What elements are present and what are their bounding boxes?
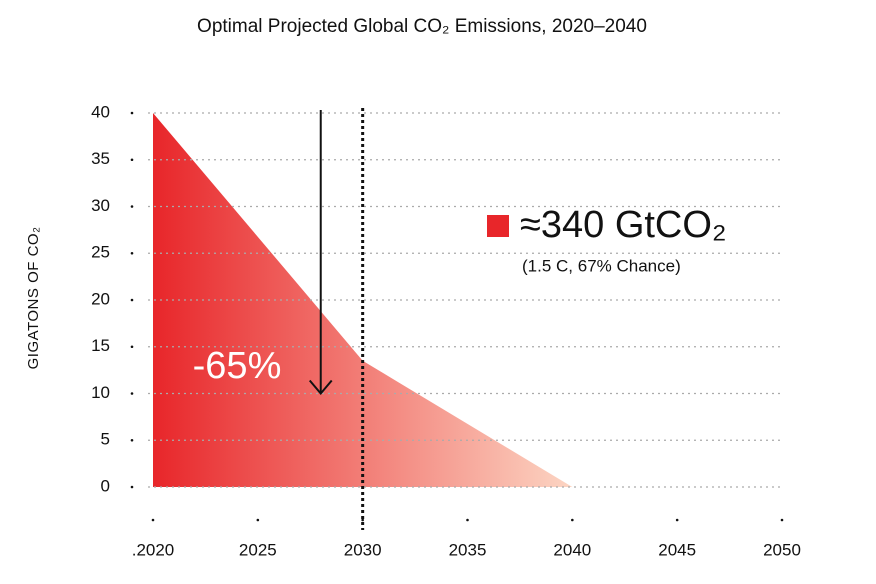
- y-tick-mark: [130, 205, 134, 208]
- y-tick-mark: [130, 438, 134, 442]
- x-tick-mark: [361, 518, 364, 522]
- y-tick-label: 10: [91, 383, 110, 402]
- legend-label: ≈340 GtCO₂: [520, 204, 727, 246]
- x-tick-mark: [675, 518, 679, 522]
- y-axis-label: GIGATONS OF CO₂: [25, 227, 42, 370]
- x-tick-label: .2020: [132, 540, 175, 559]
- y-tick-label: 30: [91, 196, 110, 215]
- y-tick-label: 5: [101, 430, 110, 449]
- x-tick-label: 2035: [449, 540, 487, 559]
- y-tick-label: 35: [91, 149, 110, 168]
- x-tick-label: 2045: [658, 540, 696, 559]
- x-tick-label: 2040: [553, 540, 591, 559]
- y-tick-label: 15: [91, 336, 110, 355]
- arrow-head: [308, 379, 333, 396]
- chart-title: Optimal Projected Global CO₂ Emissions, …: [197, 16, 647, 37]
- y-tick-mark: [130, 392, 134, 395]
- legend-swatch: [487, 215, 509, 237]
- x-tick-label: 2030: [344, 540, 382, 559]
- annotation-text: -65%: [193, 345, 282, 387]
- y-tick-mark: [130, 298, 134, 302]
- legend-note: (1.5 C, 67% Chance): [522, 256, 681, 275]
- y-tick-mark: [130, 345, 134, 349]
- x-tick-mark: [780, 518, 784, 522]
- y-tick-mark: [130, 111, 134, 115]
- x-tick-label: 2050: [763, 540, 801, 559]
- x-tick-mark: [571, 518, 574, 522]
- x-tick-mark: [151, 518, 155, 522]
- y-tick-mark: [130, 485, 134, 489]
- x-tick-mark: [466, 518, 469, 522]
- y-tick-label: 20: [91, 289, 110, 308]
- x-tick-label: 2025: [239, 540, 277, 559]
- y-tick-mark: [130, 251, 134, 255]
- y-tick-label: 40: [91, 102, 110, 121]
- y-tick-label: 0: [101, 476, 110, 495]
- x-tick-mark: [256, 518, 260, 522]
- y-tick-mark: [130, 158, 134, 162]
- y-tick-label: 25: [91, 243, 110, 262]
